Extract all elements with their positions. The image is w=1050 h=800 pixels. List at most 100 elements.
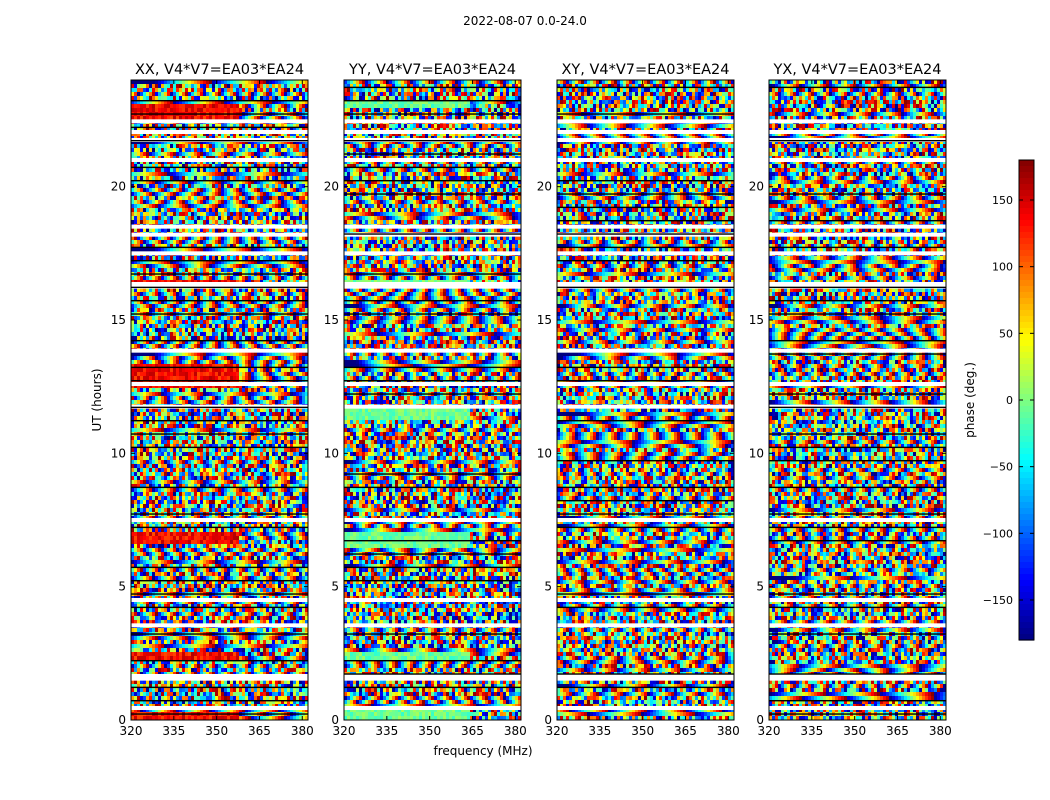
colorbar-segment xyxy=(1019,490,1034,497)
colorbar-segment xyxy=(1019,298,1034,305)
colorbar-segment xyxy=(1019,418,1034,425)
colorbar-segment xyxy=(1019,478,1034,485)
x-tick-label: 365 xyxy=(461,724,484,738)
panel-frame xyxy=(768,79,947,721)
colorbar-segment xyxy=(1019,460,1034,467)
colorbar-tick-label: 100 xyxy=(992,261,1013,274)
colorbar-segment xyxy=(1019,550,1034,557)
panel-frame xyxy=(343,79,522,721)
colorbar-segment xyxy=(1019,304,1034,311)
x-tick-label: 350 xyxy=(631,724,654,738)
y-tick-label: 5 xyxy=(331,580,339,594)
colorbar-segment xyxy=(1019,568,1034,575)
colorbar-segment xyxy=(1019,370,1034,377)
colorbar-tick-label: −150 xyxy=(983,594,1013,607)
colorbar-segment xyxy=(1019,286,1034,293)
colorbar-segment xyxy=(1019,364,1034,371)
panel-title: YX, V4*V7=EA03*EA24 xyxy=(772,62,941,78)
y-tick-label: 15 xyxy=(537,313,552,327)
colorbar-segment xyxy=(1019,202,1034,209)
colorbar-segment xyxy=(1019,250,1034,257)
colorbar-label: phase (deg.) xyxy=(963,362,977,438)
colorbar-tick-label: −100 xyxy=(983,527,1013,540)
x-tick-label: 320 xyxy=(758,724,781,738)
colorbar-segment xyxy=(1019,190,1034,197)
x-tick-label: 320 xyxy=(546,724,569,738)
colorbar-segment xyxy=(1019,604,1034,611)
colorbar-segment xyxy=(1019,412,1034,419)
y-tick-label: 10 xyxy=(537,446,552,460)
colorbar-segment xyxy=(1019,628,1034,635)
colorbar-segment xyxy=(1019,616,1034,623)
colorbar-segment xyxy=(1019,220,1034,227)
colorbar-segment xyxy=(1019,310,1034,317)
colorbar-segment xyxy=(1019,484,1034,491)
x-tick-label: 320 xyxy=(333,724,356,738)
x-tick-label: 320 xyxy=(120,724,143,738)
colorbar-segment xyxy=(1019,226,1034,233)
y-tick-label: 0 xyxy=(118,713,126,727)
y-tick-label: 15 xyxy=(111,313,126,327)
colorbar-segment xyxy=(1019,436,1034,443)
y-tick-label: 10 xyxy=(324,446,339,460)
x-tick-label: 350 xyxy=(418,724,441,738)
colorbar-segment xyxy=(1019,580,1034,587)
y-tick-label: 15 xyxy=(749,313,764,327)
colorbar-segment xyxy=(1019,526,1034,533)
y-tick-label: 15 xyxy=(324,313,339,327)
x-tick-label: 350 xyxy=(205,724,228,738)
x-tick-label: 380 xyxy=(717,724,740,738)
colorbar-segment xyxy=(1019,382,1034,389)
y-tick-label: 20 xyxy=(749,180,764,194)
y-tick-label: 0 xyxy=(331,713,339,727)
colorbar-segment xyxy=(1019,166,1034,173)
colorbar-segment xyxy=(1019,538,1034,545)
colorbar-segment xyxy=(1019,442,1034,449)
colorbar-segment xyxy=(1019,556,1034,563)
y-tick-label: 0 xyxy=(544,713,552,727)
colorbar-segment xyxy=(1019,532,1034,539)
colorbar-segment xyxy=(1019,394,1034,401)
colorbar-segment xyxy=(1019,520,1034,527)
colorbar-segment xyxy=(1019,454,1034,461)
colorbar-segment xyxy=(1019,322,1034,329)
x-tick-label: 350 xyxy=(843,724,866,738)
colorbar-segment xyxy=(1019,508,1034,515)
colorbar-segment xyxy=(1019,586,1034,593)
y-axis-label: UT (hours) xyxy=(90,368,104,431)
colorbar-segment xyxy=(1019,238,1034,245)
y-tick-label: 10 xyxy=(749,446,764,460)
colorbar-segment xyxy=(1019,208,1034,215)
colorbar-segment xyxy=(1019,466,1034,473)
x-tick-label: 380 xyxy=(504,724,527,738)
y-tick-label: 5 xyxy=(118,580,126,594)
colorbar-segment xyxy=(1019,334,1034,341)
colorbar-segment xyxy=(1019,424,1034,431)
colorbar-segment xyxy=(1019,292,1034,299)
colorbar-segment xyxy=(1019,328,1034,335)
panel-title: XX, V4*V7=EA03*EA24 xyxy=(135,62,304,78)
y-tick-label: 10 xyxy=(111,446,126,460)
colorbar-segment xyxy=(1019,178,1034,185)
colorbar-segment xyxy=(1019,634,1034,641)
x-tick-label: 335 xyxy=(588,724,611,738)
x-axis-label: frequency (MHz) xyxy=(433,744,532,758)
colorbar-tick-label: −50 xyxy=(990,461,1013,474)
colorbar-segment xyxy=(1019,448,1034,455)
colorbar-segment xyxy=(1019,262,1034,269)
colorbar-segment xyxy=(1019,358,1034,365)
colorbar-segment xyxy=(1019,400,1034,407)
colorbar-segment xyxy=(1019,184,1034,191)
panel-title: XY, V4*V7=EA03*EA24 xyxy=(561,62,729,78)
panel-frame xyxy=(130,79,309,721)
figure-suptitle: 2022-08-07 0.0-24.0 xyxy=(0,14,1050,28)
x-tick-label: 380 xyxy=(929,724,952,738)
panel-title: YY, V4*V7=EA03*EA24 xyxy=(348,62,516,78)
colorbar-segment xyxy=(1019,196,1034,203)
colorbar-segment xyxy=(1019,256,1034,263)
colorbar-segment xyxy=(1019,514,1034,521)
x-tick-label: 335 xyxy=(375,724,398,738)
y-tick-label: 20 xyxy=(111,180,126,194)
colorbar-tick-label: 150 xyxy=(992,194,1013,207)
